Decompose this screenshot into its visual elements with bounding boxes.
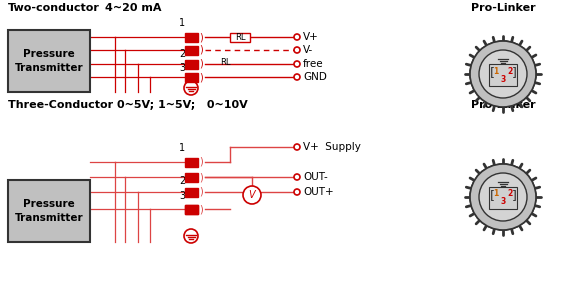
- Circle shape: [470, 164, 536, 230]
- Bar: [185, 157, 198, 166]
- Text: Pro-Linker: Pro-Linker: [471, 3, 535, 13]
- Text: 3: 3: [179, 63, 185, 73]
- Text: [: [: [489, 67, 494, 79]
- Text: GND: GND: [303, 72, 327, 82]
- Text: RL: RL: [235, 32, 246, 41]
- Text: ): ): [199, 187, 203, 197]
- Text: Pressure
Transmitter: Pressure Transmitter: [15, 199, 83, 223]
- Circle shape: [243, 186, 261, 204]
- Text: ): ): [199, 59, 203, 69]
- Text: V+  Supply: V+ Supply: [303, 142, 361, 152]
- Text: 3: 3: [500, 74, 505, 84]
- Text: ): ): [199, 45, 203, 55]
- Text: 3: 3: [500, 197, 505, 206]
- Bar: [230, 32, 250, 41]
- Text: 3: 3: [179, 191, 185, 201]
- Text: 2: 2: [507, 190, 513, 199]
- Text: ): ): [199, 157, 203, 167]
- Text: ): ): [199, 172, 203, 182]
- Circle shape: [479, 50, 527, 98]
- Text: Pro-Linker: Pro-Linker: [471, 100, 535, 110]
- Circle shape: [294, 189, 300, 195]
- Text: ): ): [199, 72, 203, 82]
- Circle shape: [294, 34, 300, 40]
- Text: Three-Conductor 0~5V; 1~5V;   0~10V: Three-Conductor 0~5V; 1~5V; 0~10V: [8, 100, 248, 110]
- Text: 2: 2: [179, 49, 185, 59]
- Text: 1: 1: [493, 190, 499, 199]
- FancyBboxPatch shape: [489, 64, 517, 86]
- Text: [: [: [489, 190, 494, 202]
- Bar: [8, 30, 90, 92]
- Text: 2: 2: [507, 67, 513, 76]
- Circle shape: [294, 74, 300, 80]
- Text: 1: 1: [179, 143, 185, 153]
- FancyBboxPatch shape: [489, 187, 517, 209]
- Bar: [185, 32, 198, 41]
- Text: Pressure
Transmitter: Pressure Transmitter: [15, 49, 83, 73]
- Text: ): ): [199, 204, 203, 214]
- Circle shape: [294, 47, 300, 53]
- Bar: [8, 180, 90, 242]
- Text: V-: V-: [303, 45, 313, 55]
- Circle shape: [294, 144, 300, 150]
- Text: ): ): [199, 32, 203, 42]
- Bar: [185, 204, 198, 213]
- Text: V: V: [248, 190, 255, 200]
- Bar: [185, 72, 198, 81]
- Text: ]: ]: [512, 67, 516, 79]
- Text: V+: V+: [303, 32, 319, 42]
- Bar: [185, 204, 198, 213]
- Text: free: free: [303, 59, 324, 69]
- Text: OUT-: OUT-: [303, 172, 328, 182]
- Circle shape: [470, 41, 536, 107]
- Circle shape: [470, 41, 536, 107]
- Circle shape: [294, 61, 300, 67]
- Text: ]: ]: [512, 190, 516, 202]
- Circle shape: [294, 174, 300, 180]
- Bar: [185, 46, 198, 55]
- Text: 4~20 mA: 4~20 mA: [105, 3, 162, 13]
- Circle shape: [479, 173, 527, 221]
- Bar: [185, 60, 198, 69]
- Bar: [185, 173, 198, 182]
- Text: Two-conductor: Two-conductor: [8, 3, 100, 13]
- Text: OUT+: OUT+: [303, 187, 334, 197]
- Bar: [185, 187, 198, 197]
- Text: 2: 2: [179, 176, 185, 186]
- Text: RL: RL: [220, 58, 230, 67]
- Circle shape: [470, 164, 536, 230]
- Text: 1: 1: [493, 67, 499, 76]
- Text: 1: 1: [179, 18, 185, 28]
